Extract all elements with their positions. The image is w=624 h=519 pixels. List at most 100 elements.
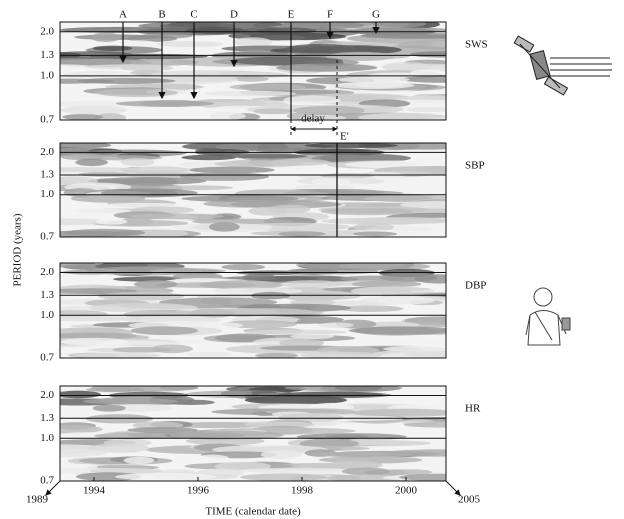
texture — [352, 281, 421, 288]
satellite-icon — [514, 36, 612, 95]
texture — [319, 322, 354, 328]
texture — [240, 473, 328, 480]
panel-label: HR — [465, 403, 481, 415]
x-end-label: 1989 — [26, 494, 49, 506]
texture — [349, 327, 458, 335]
texture — [232, 37, 272, 46]
texture — [383, 449, 484, 456]
texture — [404, 351, 477, 357]
texture — [353, 231, 397, 236]
delay-label: delay — [301, 113, 325, 125]
texture — [93, 46, 133, 51]
event-label: F — [327, 9, 333, 21]
texture — [360, 33, 471, 39]
texture — [62, 114, 103, 120]
texture — [64, 229, 145, 236]
texture — [93, 405, 126, 412]
texture — [32, 449, 106, 458]
y-tick-label: 2.0 — [40, 389, 54, 401]
texture — [334, 82, 415, 89]
texture — [285, 44, 356, 54]
texture — [375, 296, 435, 304]
y-tick-label: 0.7 — [40, 231, 54, 243]
texture — [305, 143, 398, 148]
y-tick-label: 2.0 — [40, 266, 54, 278]
texture — [243, 274, 276, 281]
texture — [195, 148, 226, 154]
x-end-label: 2005 — [458, 494, 481, 506]
y-tick-label: 2.0 — [40, 146, 54, 158]
texture — [124, 457, 155, 464]
x-tick-label: 1994 — [83, 485, 106, 497]
texture — [404, 422, 482, 428]
texture — [328, 53, 409, 60]
texture — [186, 352, 233, 357]
y-tick-label: 0.7 — [40, 352, 54, 364]
y-tick-label: 1.0 — [40, 309, 54, 321]
texture — [78, 172, 129, 177]
texture — [83, 398, 177, 405]
texture — [372, 20, 427, 28]
x-axis-label: TIME (calendar date) — [205, 506, 301, 518]
x-tick-label: 2000 — [395, 485, 418, 497]
texture — [61, 106, 127, 115]
texture — [73, 353, 160, 358]
texture — [405, 107, 451, 112]
texture — [240, 468, 358, 474]
texture — [399, 474, 474, 481]
texture — [246, 397, 345, 403]
texture — [91, 33, 121, 42]
spectrum — [6, 19, 492, 122]
event-label: C — [190, 9, 197, 21]
texture — [204, 91, 296, 96]
texture — [290, 334, 334, 339]
y-tick-label: 2.0 — [40, 25, 54, 37]
x-tick-label: 1996 — [187, 485, 210, 497]
texture — [115, 473, 217, 480]
texture — [215, 160, 303, 167]
spectrum — [9, 384, 485, 483]
texture — [253, 108, 292, 114]
event-label: D — [230, 9, 238, 21]
texture — [233, 76, 269, 81]
texture — [61, 338, 128, 346]
y-tick-label: 0.7 — [40, 475, 54, 487]
texture — [96, 219, 128, 225]
event-label: B — [158, 9, 165, 21]
texture — [189, 167, 274, 174]
spectrum — [12, 141, 490, 238]
y-tick-label: 0.7 — [40, 114, 54, 126]
texture — [400, 76, 488, 83]
y-tick-label: 1.0 — [40, 188, 54, 200]
texture — [96, 88, 178, 97]
texture — [281, 280, 342, 288]
texture — [116, 100, 214, 106]
texture — [221, 264, 265, 270]
texture — [12, 218, 110, 225]
texture — [227, 154, 307, 159]
texture — [287, 268, 379, 275]
texture — [410, 51, 477, 57]
panel-label: SBP — [465, 160, 485, 172]
texture — [121, 158, 155, 166]
texture — [194, 455, 230, 464]
y-tick-label: 1.3 — [40, 412, 54, 424]
texture — [131, 326, 198, 335]
y-tick-label: 1.3 — [40, 49, 54, 61]
texture — [209, 222, 240, 231]
page: {"figure": { "ylabel": "PERIOD (years)",… — [0, 0, 624, 519]
panel-label: DBP — [465, 280, 486, 292]
texture — [155, 41, 223, 47]
texture — [378, 339, 490, 344]
event-label: A — [119, 9, 127, 21]
texture — [80, 327, 124, 333]
y-axis-label: PERIOD (years) — [12, 213, 24, 286]
texture — [112, 347, 170, 353]
texture — [75, 159, 108, 166]
texture — [54, 391, 101, 399]
texture — [278, 231, 325, 236]
y-tick-label: 1.3 — [40, 289, 54, 301]
panel-label: SWS — [465, 39, 488, 51]
event-label: G — [372, 9, 380, 21]
figure: PERIOD (years) TIME (calendar date) 1989… — [0, 0, 624, 519]
